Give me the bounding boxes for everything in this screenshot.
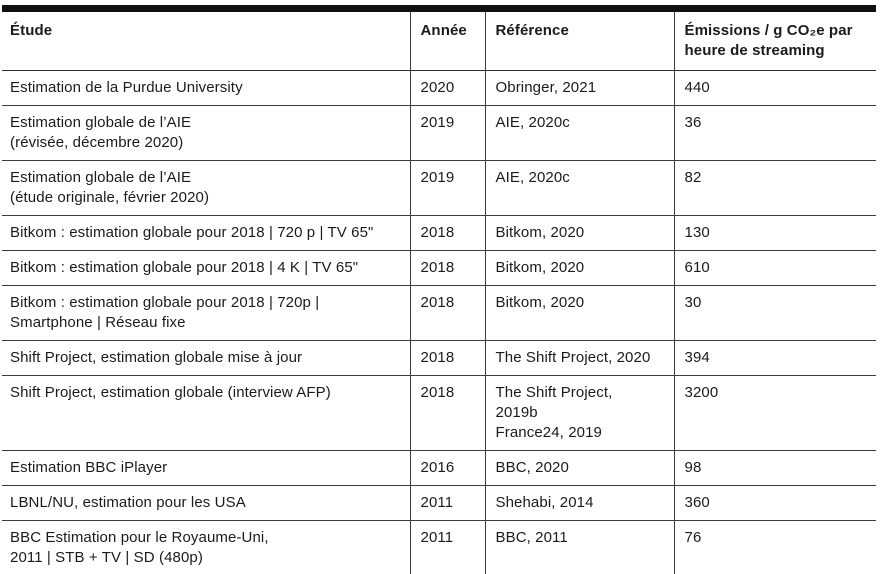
cell-reference: The Shift Project, 2019b France24, 2019	[484, 375, 674, 451]
cell-emissions: 76	[673, 520, 876, 574]
cell-etude: Shift Project, estimation globale (inter…	[2, 375, 410, 451]
table-row: Estimation globale de l’AIE (révisée, dé…	[2, 105, 876, 161]
emissions-table: Étude Année Référence Émissions / g CO₂e…	[2, 5, 876, 574]
cell-annee: 2011	[409, 485, 485, 521]
document-page: Étude Année Référence Émissions / g CO₂e…	[2, 5, 877, 574]
cell-annee: 2018	[409, 340, 485, 376]
cell-reference: AIE, 2020c	[484, 160, 674, 216]
cell-reference: Bitkom, 2020	[484, 250, 674, 286]
cell-etude: Estimation globale de l’AIE (étude origi…	[2, 160, 410, 216]
table-row: LBNL/NU, estimation pour les USA 2011 Sh…	[2, 485, 876, 521]
cell-reference: Shehabi, 2014	[484, 485, 674, 521]
table-row: BBC Estimation pour le Royaume-Uni, 2011…	[2, 520, 876, 574]
cell-annee: 2019	[409, 105, 485, 161]
cell-etude: BBC Estimation pour le Royaume-Uni, 2011…	[2, 520, 410, 574]
cell-reference: BBC, 2011	[484, 520, 674, 574]
table-row: Bitkom : estimation globale pour 2018 | …	[2, 215, 876, 251]
cell-etude: Shift Project, estimation globale mise à…	[2, 340, 410, 376]
column-header-etude: Étude	[2, 5, 410, 71]
cell-emissions: 360	[673, 485, 876, 521]
cell-emissions: 130	[673, 215, 876, 251]
table-row: Estimation BBC iPlayer 2016 BBC, 2020 98	[2, 450, 876, 486]
cell-emissions: 82	[673, 160, 876, 216]
table-header: Étude Année Référence Émissions / g CO₂e…	[2, 5, 876, 71]
cell-annee: 2018	[409, 375, 485, 451]
cell-etude: Estimation de la Purdue University	[2, 70, 410, 106]
cell-annee: 2020	[409, 70, 485, 106]
cell-reference: Bitkom, 2020	[484, 285, 674, 341]
table-row: Shift Project, estimation globale (inter…	[2, 375, 876, 451]
column-header-annee: Année	[409, 5, 485, 71]
cell-annee: 2018	[409, 215, 485, 251]
cell-etude: Estimation BBC iPlayer	[2, 450, 410, 486]
cell-annee: 2018	[409, 285, 485, 341]
table-row: Bitkom : estimation globale pour 2018 | …	[2, 285, 876, 341]
cell-reference: BBC, 2020	[484, 450, 674, 486]
table-row: Shift Project, estimation globale mise à…	[2, 340, 876, 376]
column-header-reference: Référence	[484, 5, 674, 71]
cell-annee: 2018	[409, 250, 485, 286]
cell-etude: Bitkom : estimation globale pour 2018 | …	[2, 215, 410, 251]
table-body: Estimation de la Purdue University 2020 …	[2, 70, 876, 574]
cell-annee: 2011	[409, 520, 485, 574]
cell-etude: Bitkom : estimation globale pour 2018 | …	[2, 285, 410, 341]
cell-reference: The Shift Project, 2020	[484, 340, 674, 376]
cell-emissions: 98	[673, 450, 876, 486]
table-row: Bitkom : estimation globale pour 2018 | …	[2, 250, 876, 286]
cell-annee: 2016	[409, 450, 485, 486]
table-row: Estimation globale de l’AIE (étude origi…	[2, 160, 876, 216]
cell-emissions: 30	[673, 285, 876, 341]
cell-emissions: 3200	[673, 375, 876, 451]
column-header-emissions: Émissions / g CO₂e par heure de streamin…	[673, 5, 876, 71]
cell-emissions: 394	[673, 340, 876, 376]
cell-emissions: 610	[673, 250, 876, 286]
cell-reference: Obringer, 2021	[484, 70, 674, 106]
cell-etude: Estimation globale de l’AIE (révisée, dé…	[2, 105, 410, 161]
header-row: Étude Année Référence Émissions / g CO₂e…	[2, 5, 876, 71]
cell-annee: 2019	[409, 160, 485, 216]
cell-reference: Bitkom, 2020	[484, 215, 674, 251]
table-row: Estimation de la Purdue University 2020 …	[2, 70, 876, 106]
cell-etude: Bitkom : estimation globale pour 2018 | …	[2, 250, 410, 286]
cell-reference: AIE, 2020c	[484, 105, 674, 161]
cell-etude: LBNL/NU, estimation pour les USA	[2, 485, 410, 521]
cell-emissions: 440	[673, 70, 876, 106]
cell-emissions: 36	[673, 105, 876, 161]
